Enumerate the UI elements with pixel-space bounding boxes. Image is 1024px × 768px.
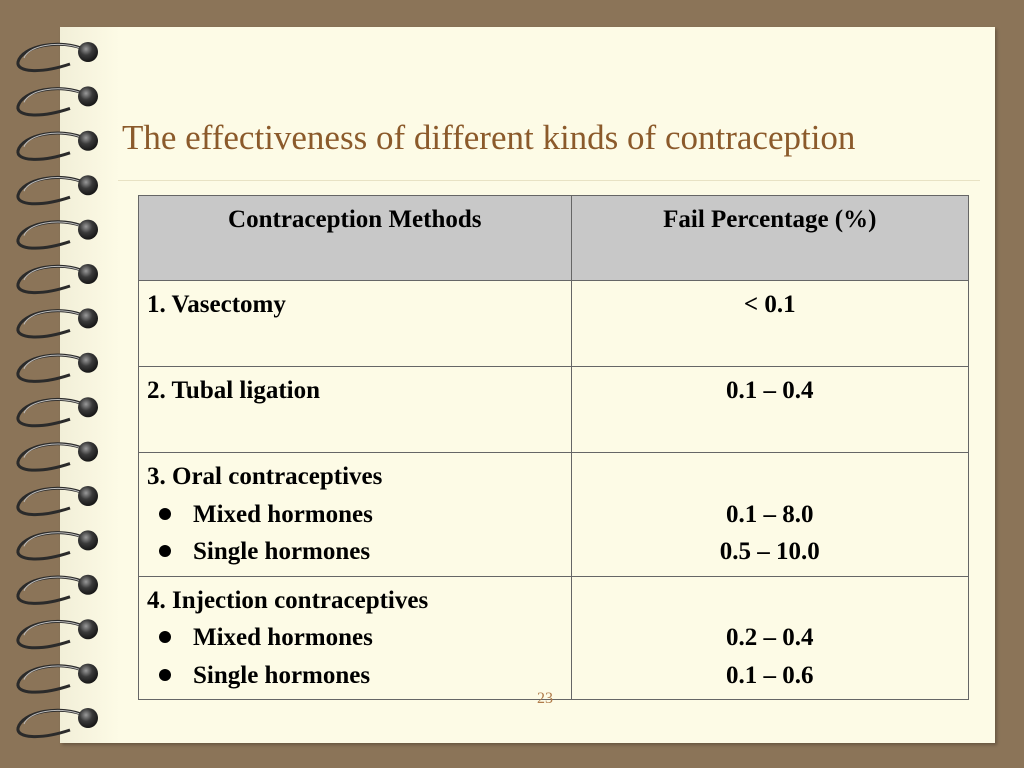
- spiral-wire-highlight: [23, 221, 81, 236]
- spiral-wire-highlight: [23, 487, 81, 503]
- spiral-ring: [78, 486, 98, 506]
- table-header-row: Contraception Methods Fail Percentage (%…: [138, 195, 970, 281]
- table-row: 2. Tubal ligation 0.1 – 0.4: [138, 366, 970, 453]
- spiral-ring: [78, 441, 98, 462]
- sub-method-label: Mixed hormones: [193, 500, 373, 528]
- spiral-wire-highlight: [23, 532, 81, 547]
- spiral-wire: [16, 87, 87, 117]
- page-number: 23: [537, 690, 553, 707]
- sub-value: 0.1 – 8.0: [726, 500, 814, 528]
- column-header-methods: Contraception Methods: [138, 195, 572, 281]
- spiral-wire-highlight: [23, 354, 81, 370]
- bullet-icon: [159, 545, 171, 557]
- spiral-wire: [16, 531, 87, 561]
- spiral-binding-icon: [16, 42, 98, 739]
- method-cell: 2. Tubal ligation: [138, 366, 572, 453]
- spiral-ring: [78, 530, 98, 551]
- spiral-wire: [16, 397, 87, 428]
- spiral-wire: [16, 220, 87, 250]
- spiral-ring: [78, 397, 98, 418]
- spiral-wire: [16, 42, 87, 73]
- spiral-wire: [16, 264, 87, 295]
- spiral-wire: [16, 664, 87, 694]
- spiral-wire-highlight: [23, 709, 81, 725]
- sub-value: 0.5 – 10.0: [719, 538, 820, 565]
- spiral-ring: [78, 42, 98, 62]
- spiral-wire-highlight: [23, 43, 81, 59]
- spiral-ring: [78, 308, 98, 329]
- value-cell: 0.1 – 0.4: [570, 366, 970, 453]
- spiral-wire-highlight: [23, 665, 81, 680]
- spiral-ring: [78, 219, 98, 240]
- spiral-ring: [78, 86, 98, 107]
- spiral-ring: [78, 175, 98, 196]
- bullet-icon: [159, 631, 171, 643]
- method-cell: 4. Injection contraceptives Mixed hormon…: [138, 575, 572, 700]
- spiral-wire-highlight: [23, 88, 81, 103]
- spiral-ring: [78, 352, 98, 373]
- table-row: 1. Vasectomy < 0.1: [138, 280, 970, 367]
- spiral-wire-highlight: [23, 399, 81, 414]
- method-label: 4. Injection contraceptives: [147, 586, 429, 614]
- spiral-ring: [78, 708, 98, 728]
- title-divider: [118, 180, 980, 181]
- spiral-wire: [16, 619, 87, 650]
- spiral-wire-highlight: [23, 265, 81, 281]
- sub-value: 0.1 – 0.6: [726, 661, 814, 689]
- bullet-icon: [159, 507, 171, 520]
- spiral-ring: [78, 619, 98, 640]
- table-row: 3. Oral contraceptives Mixed hormones Si…: [138, 452, 970, 577]
- list-item: Single hormones: [147, 533, 563, 571]
- spiral-wire: [16, 131, 87, 161]
- list-item: Mixed hormones: [147, 619, 563, 657]
- value-cell: < 0.1: [570, 280, 970, 367]
- spiral-wire-highlight: [23, 177, 81, 192]
- spiral-wire: [16, 575, 87, 605]
- spiral-wire-highlight: [23, 576, 81, 592]
- method-cell: 3. Oral contraceptives Mixed hormones Si…: [138, 452, 572, 577]
- spiral-wire: [16, 708, 87, 739]
- spiral-wire: [16, 442, 87, 472]
- method-label: 3. Oral contraceptives: [147, 463, 383, 490]
- list-item: Mixed hormones: [147, 496, 563, 534]
- spiral-wire-highlight: [23, 443, 81, 458]
- spiral-wire: [16, 175, 87, 206]
- value-cell: 0.2 – 0.4 0.1 – 0.6: [570, 575, 970, 700]
- list-item: Single hormones: [147, 657, 563, 695]
- column-header-fail-percentage: Fail Percentage (%): [570, 195, 970, 281]
- spiral-wire: [16, 309, 87, 339]
- spiral-wire: [16, 353, 87, 383]
- spiral-wire-highlight: [23, 132, 81, 148]
- slide-title: The effectiveness of different kinds of …: [122, 118, 856, 157]
- contraception-table: Contraception Methods Fail Percentage (%…: [138, 195, 970, 700]
- spiral-wire: [16, 486, 87, 517]
- spiral-ring: [78, 663, 98, 684]
- spiral-wire-highlight: [23, 621, 81, 636]
- spiral-ring: [78, 130, 98, 151]
- sub-value: 0.2 – 0.4: [726, 624, 814, 651]
- spiral-ring: [78, 264, 98, 284]
- sub-method-label: Single hormones: [193, 538, 371, 565]
- table-row: 4. Injection contraceptives Mixed hormon…: [138, 575, 970, 700]
- spiral-ring: [78, 574, 98, 595]
- value-cell: 0.1 – 8.0 0.5 – 10.0: [570, 452, 970, 577]
- sub-method-label: Single hormones: [193, 661, 371, 689]
- bullet-icon: [159, 668, 171, 681]
- sub-method-label: Mixed hormones: [193, 624, 373, 651]
- method-cell: 1. Vasectomy: [138, 280, 572, 367]
- spiral-wire-highlight: [23, 310, 81, 325]
